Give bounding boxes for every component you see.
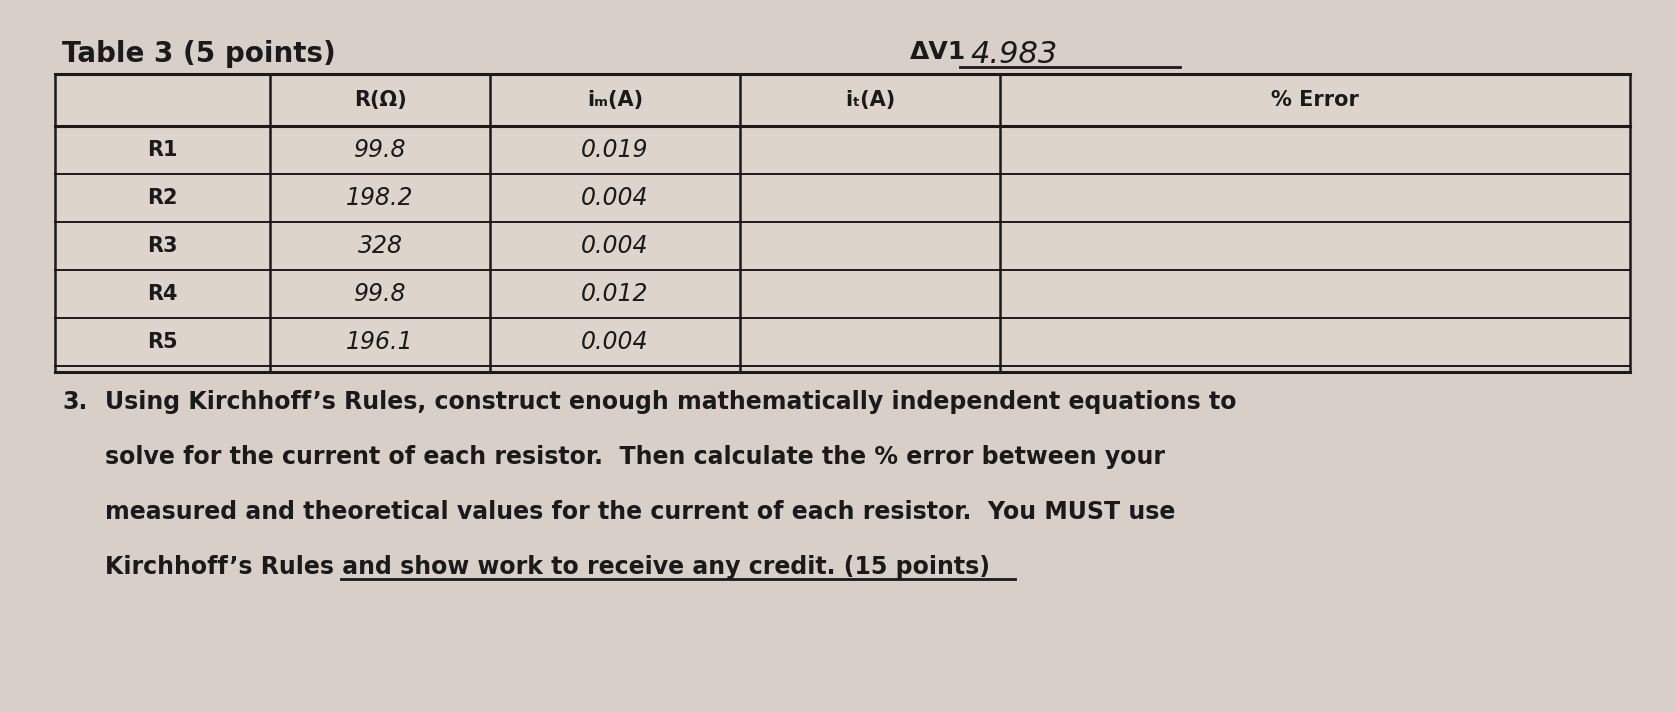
- Text: R1: R1: [147, 140, 178, 160]
- Text: iₘ(A): iₘ(A): [587, 90, 644, 110]
- Text: 0.019: 0.019: [582, 138, 649, 162]
- Text: R4: R4: [147, 284, 178, 304]
- Text: 3.: 3.: [62, 390, 87, 414]
- Text: R(Ω): R(Ω): [354, 90, 406, 110]
- Text: solve for the current of each resistor.  Then calculate the % error between your: solve for the current of each resistor. …: [106, 445, 1165, 469]
- Text: Table 3 (5 points): Table 3 (5 points): [62, 40, 335, 68]
- Text: 4.983: 4.983: [970, 40, 1058, 69]
- Bar: [55, 74, 1631, 372]
- Text: 198.2: 198.2: [347, 186, 414, 210]
- Text: 328: 328: [357, 234, 402, 258]
- Text: ΔV1: ΔV1: [910, 40, 967, 64]
- Text: 0.004: 0.004: [582, 330, 649, 354]
- Text: R2: R2: [147, 188, 178, 208]
- Text: Using Kirchhoff’s Rules, construct enough mathematically independent equations t: Using Kirchhoff’s Rules, construct enoug…: [106, 390, 1237, 414]
- Text: 196.1: 196.1: [347, 330, 414, 354]
- Text: R5: R5: [147, 332, 178, 352]
- Text: Kirchhoff’s Rules and show work to receive any credit. (15 points): Kirchhoff’s Rules and show work to recei…: [106, 555, 991, 579]
- Text: measured and theoretical values for the current of each resistor.  You MUST use: measured and theoretical values for the …: [106, 500, 1175, 524]
- Text: R3: R3: [147, 236, 178, 256]
- Text: 99.8: 99.8: [354, 138, 406, 162]
- Text: 99.8: 99.8: [354, 282, 406, 306]
- Text: 0.012: 0.012: [582, 282, 649, 306]
- Text: 0.004: 0.004: [582, 186, 649, 210]
- Text: 0.004: 0.004: [582, 234, 649, 258]
- Text: % Error: % Error: [1270, 90, 1359, 110]
- Text: iₜ(A): iₜ(A): [845, 90, 895, 110]
